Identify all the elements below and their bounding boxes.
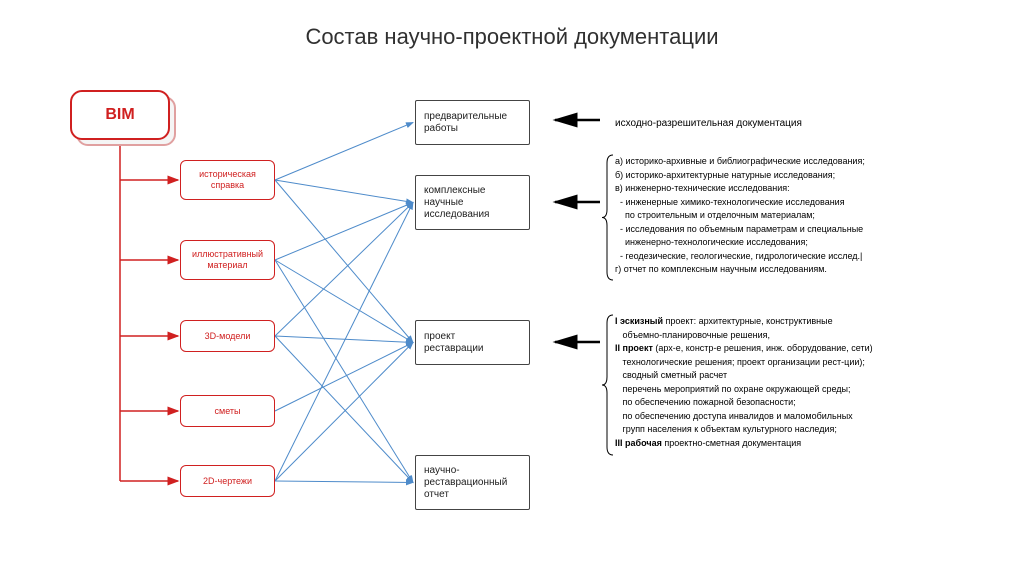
- red-node-illus: иллюстративный материал: [180, 240, 275, 280]
- black-node-report: научно- реставрационный отчет: [415, 455, 530, 510]
- red-node-2d: 2D-чертежи: [180, 465, 275, 497]
- annotation-research: а) историко-архивные и библиографические…: [615, 155, 1015, 277]
- black-node-prelim: предварительные работы: [415, 100, 530, 145]
- bim-node: BIM: [70, 90, 170, 140]
- black-node-complex: комплексные научные исследования: [415, 175, 530, 230]
- red-node-hist: историческая справка: [180, 160, 275, 200]
- annotation-permits: исходно-разрешительная документация: [615, 118, 802, 129]
- annotation-project: I эскизный проект: архитектурные, констр…: [615, 315, 1015, 450]
- red-node-smeta: сметы: [180, 395, 275, 427]
- black-node-proj: проект реставрации: [415, 320, 530, 365]
- page-title: Состав научно-проектной документации: [0, 24, 1024, 50]
- red-node-3d: 3D-модели: [180, 320, 275, 352]
